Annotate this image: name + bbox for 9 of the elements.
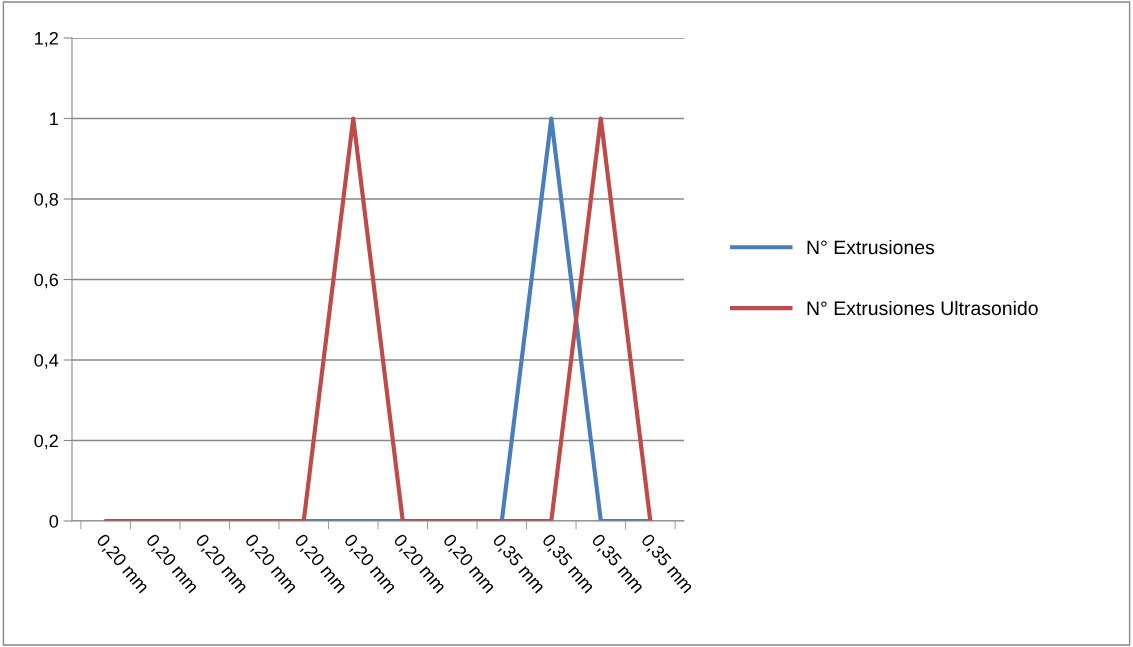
y-tick-label: 1 [50, 112, 58, 126]
y-tick-label: 0 [49, 514, 59, 528]
y-tick-label: 0,6 [34, 273, 59, 289]
y-tick-label: 0,8 [34, 192, 59, 208]
y-tick-label: 0,2 [34, 434, 58, 450]
y-tick-label: 0,4 [34, 353, 59, 369]
legend-label: N° Extrusiones [807, 239, 935, 255]
y-tick-label: 1,2 [35, 31, 58, 47]
legend-label: N° Extrusiones Ultrasonido [807, 300, 1038, 316]
